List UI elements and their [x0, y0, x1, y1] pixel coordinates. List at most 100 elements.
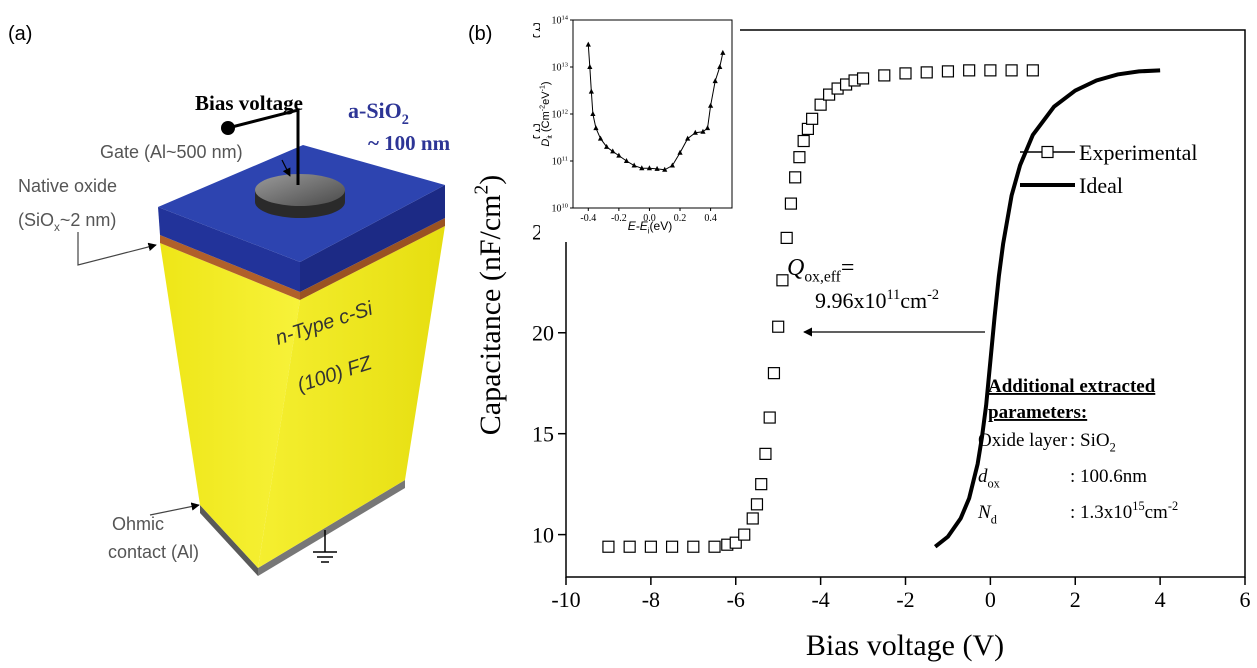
text-part: 11	[887, 287, 901, 303]
text-part: (Cm	[540, 111, 552, 135]
point	[878, 69, 891, 82]
point	[644, 540, 657, 553]
ground	[313, 530, 337, 563]
point	[806, 112, 819, 125]
point	[593, 125, 599, 131]
text-part: 2	[1110, 440, 1116, 454]
point	[708, 540, 721, 553]
point	[759, 447, 772, 460]
terminal	[221, 121, 235, 135]
point	[616, 152, 622, 158]
text-part: N	[977, 502, 992, 523]
native-oxide-label: Native oxide	[18, 176, 117, 196]
x-tick-label: -8	[642, 587, 660, 612]
point	[941, 65, 955, 78]
y-tick-label: 10	[532, 522, 554, 547]
x-tick-label: 0	[985, 587, 996, 612]
text-part: 2	[471, 185, 492, 195]
text-part: 12	[562, 109, 569, 116]
native-oxide-label: (SiOx~2 nm)	[18, 210, 116, 234]
annotation: Qox,eff=	[787, 255, 854, 286]
parameter-value: : 100.6nm	[1070, 466, 1147, 487]
silicon-front	[160, 243, 300, 568]
ohmic-contact	[200, 505, 258, 576]
inset-background	[540, 10, 740, 242]
point	[780, 231, 793, 245]
text-part: 10	[552, 110, 562, 121]
text-part: 14	[562, 15, 569, 22]
text-part: 11	[562, 156, 568, 163]
text-part: i	[648, 226, 650, 235]
leader	[281, 159, 291, 177]
x-tick-label: 0.0	[643, 213, 656, 224]
point	[669, 162, 675, 168]
point	[801, 122, 814, 136]
text-part: 10	[552, 157, 562, 168]
text-part: =	[841, 255, 855, 281]
x-tick-label: -4	[811, 587, 829, 612]
point	[602, 540, 615, 553]
point	[755, 478, 768, 491]
point	[717, 64, 723, 69]
point	[662, 166, 668, 172]
x-tick-label: 2	[1070, 587, 1081, 612]
oxide-label: a-SiO2	[348, 98, 409, 128]
text-part: a-SiO	[348, 98, 402, 123]
text-part: d	[978, 466, 988, 487]
text-part: cm	[900, 288, 927, 313]
text-part: 9.96x10	[815, 288, 887, 313]
text-part: : 1.3x10	[1070, 502, 1132, 523]
x-axis-label: Bias voltage (V)	[806, 629, 1004, 662]
device-diagram: Bias voltage Gate (Al~500 nm) Native oxi…	[18, 91, 451, 576]
x-tick-label: -2	[896, 587, 914, 612]
parameter-name: dox	[978, 466, 1001, 490]
text-part: 15	[1132, 499, 1144, 513]
y-tick-label: 1013	[552, 62, 569, 74]
leader	[149, 502, 200, 516]
text-part: -2	[1168, 499, 1178, 513]
oxide-side	[300, 185, 445, 292]
point	[984, 64, 997, 77]
point	[700, 128, 706, 134]
parameter-name: Nd	[977, 502, 998, 526]
text-part: (eV)	[650, 219, 673, 233]
parameter-value: : 1.3x1015cm-2	[1070, 499, 1178, 523]
text-part: Q	[787, 255, 804, 281]
gate-top	[255, 174, 345, 206]
text-part: 10	[552, 16, 562, 27]
text-part: )	[540, 81, 552, 85]
leader	[77, 232, 157, 266]
text-part: -1	[538, 85, 546, 91]
text-part: 13	[562, 62, 569, 69]
point	[729, 536, 742, 549]
point	[767, 367, 781, 380]
native-oxide	[160, 235, 300, 300]
parameters-title: parameters:	[988, 402, 1087, 423]
text-part: it	[546, 135, 554, 139]
native-oxide	[300, 218, 445, 300]
x-tick-label: 6	[1240, 587, 1251, 612]
text-part: x	[54, 221, 60, 234]
point	[588, 88, 594, 94]
annotation: 9.96x1011cm-2	[815, 287, 939, 313]
point	[677, 149, 683, 155]
y-tick-label: 1012	[552, 109, 569, 121]
text-part: -2	[538, 105, 546, 111]
silicon-side	[258, 226, 445, 568]
panel-label: (a)	[8, 23, 32, 45]
text-part: eV	[540, 91, 552, 105]
y-tick-label: 1010	[552, 203, 569, 215]
series-line	[933, 68, 1161, 549]
point	[654, 165, 660, 171]
y-tick-label: 1014	[552, 15, 569, 27]
point	[623, 540, 636, 553]
point	[687, 540, 700, 553]
inset-x-label: E-Ei(eV)	[628, 219, 672, 235]
point	[610, 148, 616, 154]
point	[1005, 64, 1018, 77]
legend-marker	[1041, 145, 1054, 159]
point	[746, 512, 759, 525]
point	[772, 320, 785, 333]
